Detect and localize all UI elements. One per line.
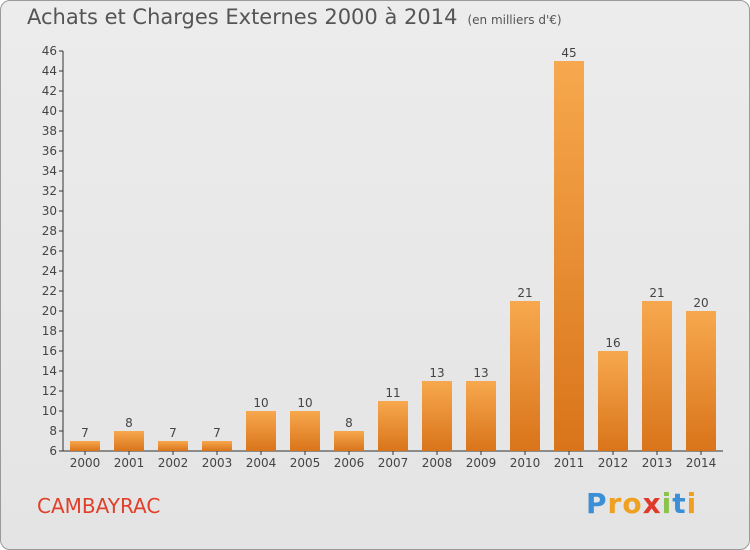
bar: [510, 301, 540, 451]
bar-value-label: 21: [517, 286, 532, 300]
proxiti-logo: Proxiti: [586, 487, 697, 520]
y-tick-label: 20: [42, 304, 57, 318]
y-tick-label: 40: [42, 104, 57, 118]
y-tick-label: 10: [42, 404, 57, 418]
chart-title: Achats et Charges Externes 2000 à 2014 (e…: [27, 5, 562, 29]
bar-value-label: 8: [345, 416, 353, 430]
bar-value-label: 13: [429, 366, 444, 380]
y-tick-label: 26: [42, 244, 57, 258]
bar-value-label: 8: [125, 416, 133, 430]
bar: [378, 401, 408, 451]
x-tick-label: 2014: [686, 456, 717, 470]
x-tick-label: 2012: [598, 456, 629, 470]
x-tick-label: 2000: [70, 456, 101, 470]
bar: [158, 441, 188, 451]
bar: [422, 381, 452, 451]
axes: 6 8 10 12 14 16 18 20 22 24 26 28 30 32 34 36 38 40 42 44 46…: [42, 44, 723, 470]
x-tick-label: 2007: [378, 456, 409, 470]
y-tick-label: 8: [49, 424, 57, 438]
logo-letter: P: [586, 487, 608, 520]
y-tick-label: 22: [42, 284, 57, 298]
y-tick-label: 46: [42, 44, 57, 58]
y-tick-label: 34: [42, 164, 57, 178]
bar-value-label: 7: [169, 426, 177, 440]
logo-letter: r: [607, 487, 623, 520]
bar: [290, 411, 320, 451]
x-tick-label: 2006: [334, 456, 365, 470]
logo-letter: x: [642, 487, 662, 520]
bar: [202, 441, 232, 451]
bar-value-label: 45: [561, 46, 576, 60]
y-tick-label: 16: [42, 344, 57, 358]
x-tick-label: 2001: [114, 456, 145, 470]
y-tick-label: 6: [49, 444, 57, 458]
bar-value-label: 11: [385, 386, 400, 400]
x-tick-label: 2003: [202, 456, 233, 470]
x-tick-label: 2004: [246, 456, 277, 470]
bar: [70, 441, 100, 451]
bar-value-label: 10: [297, 396, 312, 410]
bar: [466, 381, 496, 451]
x-tick-label: 2011: [554, 456, 585, 470]
y-tick-label: 38: [42, 124, 57, 138]
x-tick-label: 2008: [422, 456, 453, 470]
logo-letter: t: [672, 487, 687, 520]
x-tick-label: 2013: [642, 456, 673, 470]
chart-title-text: Achats et Charges Externes 2000 à 2014: [27, 5, 458, 29]
bar: [686, 311, 716, 451]
bar: [246, 411, 276, 451]
logo-letter: o: [622, 487, 643, 520]
logo-letter: i: [661, 487, 673, 520]
x-tick-label: 2009: [466, 456, 497, 470]
bar: [334, 431, 364, 451]
y-tick-label: 24: [42, 264, 57, 278]
x-tick-label: 2005: [290, 456, 321, 470]
bar-value-label: 7: [213, 426, 221, 440]
commune-name: CAMBAYRAC: [37, 494, 161, 518]
y-tick-label: 28: [42, 224, 57, 238]
y-tick-label: 32: [42, 184, 57, 198]
bar-value-label: 21: [649, 286, 664, 300]
bar: [642, 301, 672, 451]
y-tick-label: 36: [42, 144, 57, 158]
y-tick-label: 14: [42, 364, 57, 378]
data-labels: 7 8 7 7 10 10 8 11 13 13 21 45 16 21 20: [81, 46, 708, 440]
logo-letter: i: [686, 487, 698, 520]
bar: [554, 61, 584, 451]
bars: [70, 61, 716, 451]
bar: [598, 351, 628, 451]
bar-value-label: 10: [253, 396, 268, 410]
bar-value-label: 20: [693, 296, 708, 310]
x-tick-label: 2010: [510, 456, 541, 470]
bar-value-label: 16: [605, 336, 620, 350]
y-tick-label: 18: [42, 324, 57, 338]
y-tick-label: 44: [42, 64, 57, 78]
y-tick-label: 12: [42, 384, 57, 398]
bar: [114, 431, 144, 451]
y-tick-label: 30: [42, 204, 57, 218]
chart-unit: (en milliers d'€): [467, 13, 562, 27]
bar-value-label: 7: [81, 426, 89, 440]
bar-value-label: 13: [473, 366, 488, 380]
x-tick-label: 2002: [158, 456, 189, 470]
y-tick-label: 42: [42, 84, 57, 98]
